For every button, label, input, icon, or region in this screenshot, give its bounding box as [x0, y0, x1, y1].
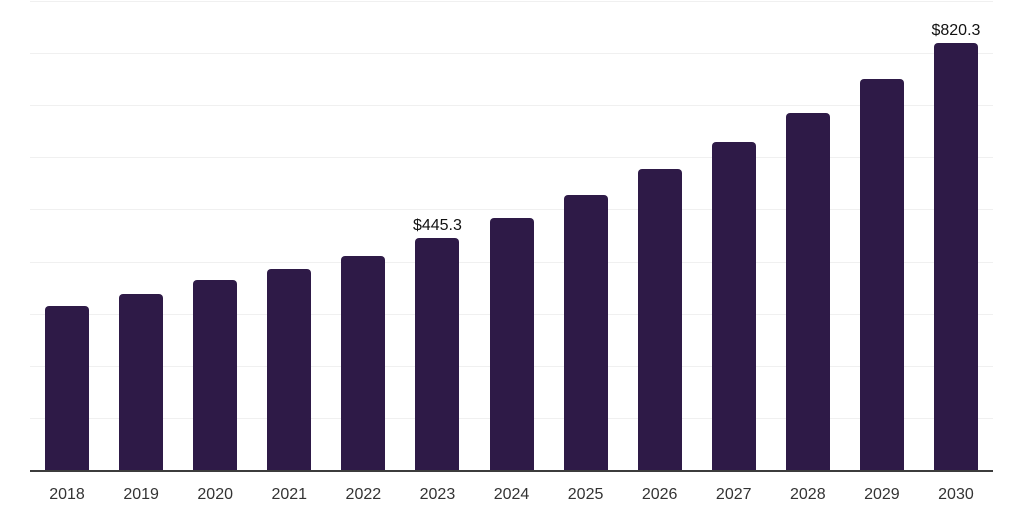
x-tick-label-2030: 2030 [938, 486, 974, 503]
x-tick-label-2023: 2023 [419, 486, 456, 503]
bar-2021 [267, 269, 312, 470]
x-tick-label-2021: 2021 [271, 486, 308, 503]
gridline [30, 157, 993, 159]
x-tick-label-2026: 2026 [641, 486, 678, 503]
bar-2026 [637, 169, 682, 470]
x-tick-label-2020: 2020 [197, 486, 233, 503]
gridline [30, 53, 993, 55]
bar-2029 [859, 79, 904, 470]
x-tick-label-2028: 2028 [790, 486, 826, 503]
x-tick-label-2029: 2029 [864, 486, 900, 503]
bar-2028 [785, 112, 830, 470]
bar-2025 [563, 194, 608, 470]
bar-2019 [119, 294, 164, 470]
x-tick-label-2025: 2025 [567, 486, 604, 503]
x-axis-line [30, 470, 993, 472]
data-label-2023: $445.3 [412, 216, 462, 234]
bar-2023 [415, 237, 460, 470]
bar-2018 [45, 306, 90, 470]
gridline [30, 1, 993, 2]
bar-2020 [193, 279, 238, 470]
x-tick-label-2019: 2019 [123, 486, 159, 503]
x-tick-label-2022: 2022 [345, 486, 382, 503]
bar-2030 [933, 42, 978, 470]
bar-2027 [711, 142, 756, 470]
x-tick-label-2024: 2024 [493, 486, 530, 503]
data-label-2030: $820.3 [931, 21, 981, 39]
x-tick-label-2018: 2018 [49, 486, 85, 503]
bar-2024 [489, 217, 534, 470]
gridline [30, 209, 993, 211]
gridline [30, 105, 993, 107]
x-tick-label-2027: 2027 [715, 486, 752, 503]
bar-2022 [341, 256, 386, 470]
